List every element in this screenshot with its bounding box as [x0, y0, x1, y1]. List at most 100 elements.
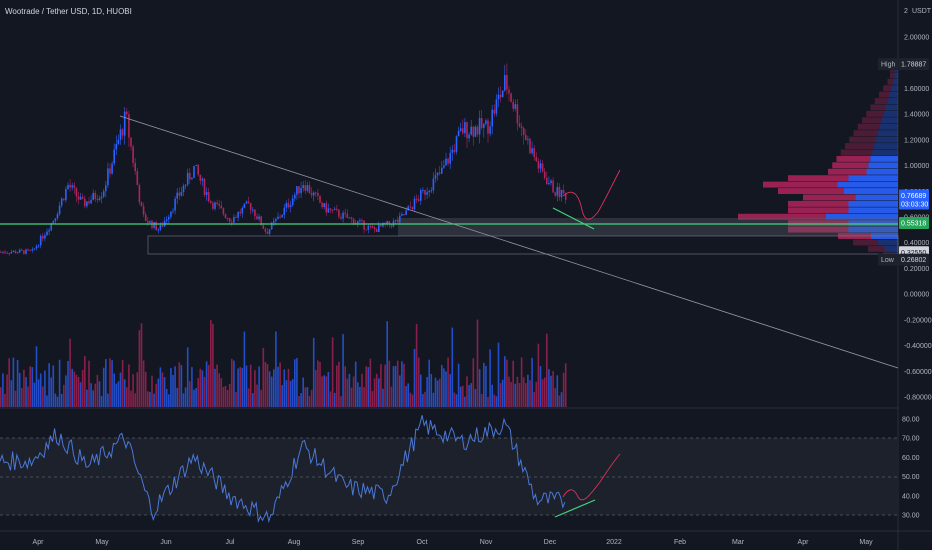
volume-bar: [102, 367, 105, 407]
x-tick-label: Oct: [417, 539, 428, 546]
candle-body: [142, 206, 145, 215]
x-tick-label: Sep: [352, 539, 365, 546]
profile-buy: [883, 110, 898, 117]
y-tick-label: 1.20000: [904, 137, 929, 144]
candle-body: [42, 235, 44, 239]
volume-bar: [107, 393, 109, 407]
volume-bar: [186, 347, 189, 407]
volume-bar: [373, 378, 376, 407]
candle-body: [67, 184, 69, 189]
candle-body: [512, 101, 514, 109]
candle-body: [302, 185, 304, 189]
candle-body: [386, 221, 388, 225]
volume-bar: [191, 367, 193, 407]
candle-body: [537, 160, 540, 169]
candle-body: [113, 149, 115, 164]
volume-bar: [170, 368, 172, 407]
candle-body: [405, 210, 407, 215]
volume-bar: [220, 378, 223, 407]
candle-body: [350, 217, 353, 219]
candle-body: [516, 104, 519, 124]
volume-bar: [79, 382, 82, 407]
volume-bar: [529, 380, 531, 407]
candle-body: [493, 109, 496, 114]
volume-bar: [212, 323, 214, 407]
candle-body: [50, 223, 52, 231]
volume-bar: [487, 396, 489, 407]
profile-sell: [828, 168, 867, 175]
marker-value: 0.26802: [901, 257, 926, 264]
rsi-tick-label: 60.00: [902, 455, 920, 462]
candle-body: [455, 136, 458, 152]
candle-body: [394, 219, 397, 221]
x-tick-label: Apr: [798, 539, 810, 546]
profile-buy: [876, 136, 898, 143]
volume-bar: [302, 377, 304, 407]
volume-bar: [98, 381, 101, 407]
candle-body: [94, 192, 97, 200]
volume-bar: [401, 361, 403, 407]
candle-body: [338, 209, 340, 217]
volume-bar: [4, 393, 6, 407]
volume-bar: [109, 358, 111, 407]
volume-bar: [359, 386, 361, 407]
candle-body: [48, 230, 50, 232]
rsi-tick-label: 40.00: [902, 493, 920, 500]
candle-body: [54, 218, 57, 222]
volume-bar: [466, 376, 468, 407]
candle-body: [212, 202, 214, 209]
profile-sell: [890, 72, 895, 79]
marker-value: 0.76689: [901, 193, 926, 200]
profile-sell: [788, 200, 849, 207]
volume-bar: [50, 377, 52, 407]
volume-bar: [333, 392, 336, 407]
candle-body: [247, 201, 250, 204]
candle-body: [308, 185, 311, 194]
volume-bar: [130, 390, 132, 407]
profile-buy: [848, 200, 898, 207]
x-tick-label: Apr: [33, 539, 45, 546]
scale-top-label: 2: [904, 8, 908, 15]
volume-bar: [132, 374, 134, 407]
profile-sell: [836, 155, 871, 162]
candle-body: [342, 212, 344, 219]
rsi-tick-label: 50.00: [902, 474, 920, 481]
volume-bar: [54, 393, 57, 407]
candle-body: [449, 152, 451, 164]
profile-sell: [857, 123, 880, 130]
volume-bar: [352, 376, 355, 407]
volume-bar: [493, 394, 496, 407]
volume-bar: [399, 375, 401, 407]
candle-body: [527, 138, 529, 140]
volume-bar: [382, 388, 384, 407]
candle-body: [176, 192, 178, 199]
volume-bar: [455, 394, 458, 407]
candle-body: [84, 198, 86, 207]
volume-bar: [256, 384, 258, 407]
candle-body: [189, 172, 191, 180]
volume-bar: [222, 386, 225, 407]
marker-label-bg: [878, 58, 898, 71]
candle-body: [254, 209, 256, 217]
volume-bar: [159, 367, 162, 407]
candle-body: [235, 217, 237, 219]
chart-title: Wootrade / Tether USD, 1D, HUOBI: [5, 7, 132, 16]
profile-sell: [870, 104, 886, 111]
candle-body: [380, 224, 382, 227]
volume-bar: [29, 366, 31, 407]
candle-body: [90, 200, 92, 204]
candle-body: [319, 195, 321, 203]
candle-body: [86, 201, 88, 207]
candle-body: [470, 126, 472, 135]
volume-bar: [245, 365, 248, 407]
candle-body: [529, 138, 531, 154]
candle-body: [210, 201, 212, 203]
candle-body: [422, 189, 424, 191]
volume-bar: [558, 395, 561, 407]
volume-bar: [386, 321, 388, 407]
profile-sell: [879, 91, 890, 98]
volume-bar: [338, 361, 340, 407]
currency-label: USDT: [912, 8, 932, 15]
candle-body: [298, 186, 300, 194]
volume-bar: [510, 382, 512, 407]
